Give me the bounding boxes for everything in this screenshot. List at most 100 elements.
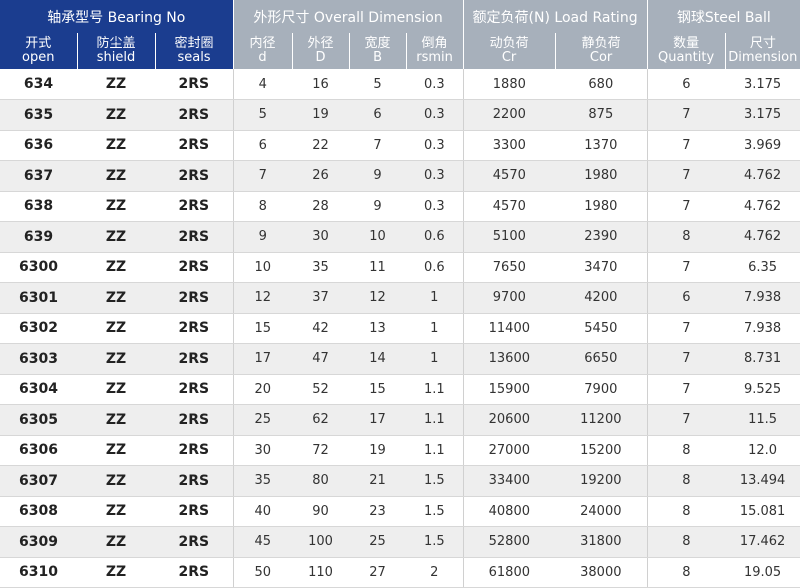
static-load-cell: 11200 [555,404,648,436]
model-seal-cell: 2RS [155,465,234,497]
static-load-cell: 1370 [555,130,648,161]
column-label-zh: 外径 [307,36,334,51]
static-load-cell: 6650 [555,343,648,375]
column-label-zh: 内径 [249,36,276,51]
outer-diameter-cell: 19 [292,99,350,131]
table-row: 6307 ZZ 2RS 35 80 21 1.5 33400 19200 8 13.494 [0,465,800,497]
model-seal-cell: 2RS [155,130,234,161]
table-row: 6301 ZZ 2RS 12 37 12 1 9700 4200 6 7.938 [0,282,800,314]
table-row: 637 ZZ 2RS 7 26 9 0.3 4570 1980 7 4.762 [0,160,800,192]
ball-dimension-cell: 9.525 [725,374,800,405]
table-row: 635 ZZ 2RS 5 19 6 0.3 2200 875 7 3.175 [0,99,800,131]
column-header-row: 开式 open 防尘盖 shield 密封圈 seals 内径 d 外径 D 宽度 B 倒角 rsmin 动… [0,33,800,69]
static-load-cell: 38000 [555,557,648,588]
ball-quantity-cell: 6 [647,282,726,314]
col-shield-header: 防尘盖 shield [77,33,156,69]
ball-quantity-cell: 6 [647,69,726,100]
dynamic-load-cell: 2200 [463,99,556,131]
model-seal-cell: 2RS [155,557,234,588]
model-open-cell: 635 [0,99,77,131]
model-seal-cell: 2RS [155,99,234,131]
width-cell: 23 [349,496,407,527]
ball-quantity-cell: 7 [647,191,726,222]
static-load-cell: 7900 [555,374,648,405]
chamfer-cell: 1.5 [406,465,464,497]
dynamic-load-cell: 7650 [463,252,556,283]
model-shield-cell: ZZ [77,99,155,131]
chamfer-cell: 0.3 [406,191,464,222]
ball-quantity-cell: 7 [647,99,726,131]
model-open-cell: 6306 [0,435,77,466]
inner-diameter-cell: 20 [233,374,293,405]
column-label-en: rsmin [416,50,453,65]
model-shield-cell: ZZ [77,557,155,588]
inner-diameter-cell: 15 [233,313,293,344]
chamfer-cell: 1 [406,282,464,314]
outer-diameter-cell: 26 [292,160,350,192]
static-load-cell: 2390 [555,221,648,253]
col-chamfer-header: 倒角 rsmin [406,33,464,69]
inner-diameter-cell: 10 [233,252,293,283]
table-row: 6305 ZZ 2RS 25 62 17 1.1 20600 11200 7 11.5 [0,404,800,436]
model-shield-cell: ZZ [77,343,155,375]
width-cell: 9 [349,191,407,222]
column-label-en: open [22,50,55,65]
model-seal-cell: 2RS [155,374,234,405]
outer-diameter-cell: 72 [292,435,350,466]
model-open-cell: 638 [0,191,77,222]
static-load-cell: 4200 [555,282,648,314]
col-ball-dimension-header: 尺寸 Dimension [725,33,800,69]
outer-diameter-cell: 100 [292,526,350,558]
ball-dimension-cell: 11.5 [725,404,800,436]
model-open-cell: 6309 [0,526,77,558]
width-cell: 27 [349,557,407,588]
ball-dimension-cell: 4.762 [725,221,800,253]
column-label-zh: 尺寸 [749,36,776,51]
dynamic-load-cell: 15900 [463,374,556,405]
col-width-header: 宽度 B [349,33,407,69]
model-open-cell: 6305 [0,404,77,436]
col-outer-diameter-header: 外径 D [292,33,350,69]
column-label-zh: 动负荷 [489,36,529,51]
model-seal-cell: 2RS [155,496,234,527]
width-cell: 7 [349,130,407,161]
ball-dimension-cell: 7.938 [725,282,800,314]
model-shield-cell: ZZ [77,69,155,100]
col-open-header: 开式 open [0,33,78,69]
column-label-zh: 防尘盖 [96,36,136,51]
ball-dimension-cell: 3.969 [725,130,800,161]
model-open-cell: 6301 [0,282,77,314]
table-row: 6303 ZZ 2RS 17 47 14 1 13600 6650 7 8.731 [0,343,800,375]
static-load-cell: 1980 [555,191,648,222]
model-open-cell: 6304 [0,374,77,405]
table-row: 638 ZZ 2RS 8 28 9 0.3 4570 1980 7 4.762 [0,191,800,222]
static-load-cell: 24000 [555,496,648,527]
ball-quantity-cell: 8 [647,526,726,558]
chamfer-cell: 2 [406,557,464,588]
model-shield-cell: ZZ [77,313,155,344]
chamfer-cell: 1 [406,343,464,375]
column-label-en: Cor [589,50,613,65]
ball-quantity-cell: 7 [647,313,726,344]
dynamic-load-cell: 4570 [463,191,556,222]
chamfer-cell: 1.1 [406,404,464,436]
ball-dimension-cell: 19.05 [725,557,800,588]
inner-diameter-cell: 9 [233,221,293,253]
width-cell: 5 [349,69,407,100]
group-load-rating: 额定负荷(N) Load Rating [463,0,648,33]
ball-quantity-cell: 8 [647,496,726,527]
model-shield-cell: ZZ [77,130,155,161]
inner-diameter-cell: 50 [233,557,293,588]
ball-dimension-cell: 13.494 [725,465,800,497]
inner-diameter-cell: 45 [233,526,293,558]
ball-quantity-cell: 7 [647,252,726,283]
outer-diameter-cell: 90 [292,496,350,527]
chamfer-cell: 1.1 [406,374,464,405]
dynamic-load-cell: 4570 [463,160,556,192]
static-load-cell: 19200 [555,465,648,497]
static-load-cell: 5450 [555,313,648,344]
table-row: 6309 ZZ 2RS 45 100 25 1.5 52800 31800 8 17.462 [0,526,800,558]
dynamic-load-cell: 5100 [463,221,556,253]
table-body: 634 ZZ 2RS 4 16 5 0.3 1880 680 6 3.175 635 ZZ 2RS 5 19 6… [0,69,800,588]
dynamic-load-cell: 3300 [463,130,556,161]
